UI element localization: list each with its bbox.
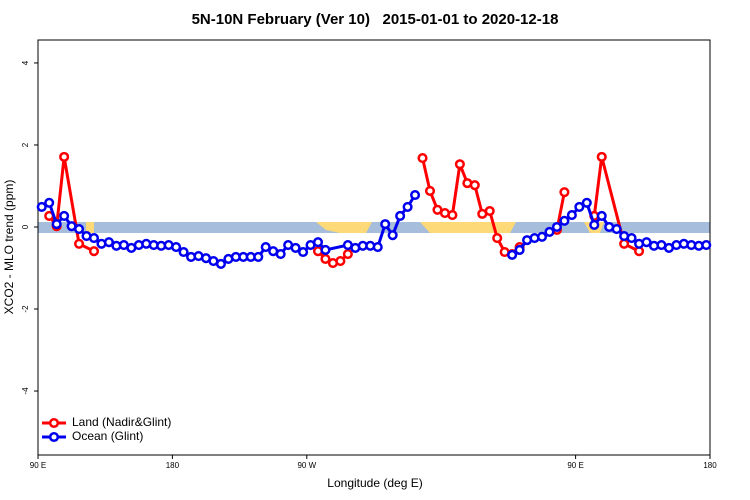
x-tick-label: 180	[703, 461, 717, 470]
data-point	[59, 210, 70, 221]
x-tick-label: 180	[166, 461, 180, 470]
data-point	[103, 237, 114, 248]
data-point	[410, 189, 421, 201]
data-point	[514, 244, 525, 256]
data-point	[454, 159, 465, 170]
x-tick-label: 90 E	[567, 461, 583, 470]
land-patch	[86, 222, 94, 233]
x-tick-label: 90 E	[30, 461, 46, 470]
data-point	[88, 233, 100, 244]
data-point	[611, 223, 622, 235]
data-point	[44, 197, 55, 208]
data-point	[342, 249, 353, 260]
data-point	[88, 246, 100, 257]
data-point	[469, 180, 480, 191]
data-point	[36, 201, 47, 212]
data-point	[298, 246, 309, 258]
data-point	[424, 185, 436, 196]
data-point	[215, 258, 226, 269]
y-tick-label: -4	[21, 387, 30, 395]
data-point	[395, 210, 406, 221]
y-tick-label: 0	[21, 224, 30, 229]
legend-label: Ocean (Glint)	[72, 429, 143, 443]
data-point	[544, 226, 555, 237]
data-point	[387, 230, 398, 241]
data-point	[596, 151, 607, 162]
data-point	[275, 249, 286, 260]
data-point	[171, 242, 182, 253]
ocean-strip	[38, 222, 710, 233]
data-point	[581, 197, 592, 208]
data-point	[74, 223, 85, 235]
data-point	[559, 215, 570, 226]
data-point	[492, 233, 503, 244]
data-point	[74, 238, 85, 249]
land-patch	[420, 222, 516, 233]
x-tick-label: 90 W	[297, 461, 316, 470]
data-point	[551, 221, 562, 233]
data-point	[417, 153, 428, 164]
data-point	[447, 210, 458, 221]
land-patch	[316, 222, 372, 233]
legend-label: Land (Nadir&Glint)	[72, 415, 171, 429]
data-point	[59, 151, 70, 162]
data-point	[626, 233, 637, 244]
data-point	[372, 242, 383, 253]
data-point	[589, 219, 600, 230]
data-point	[559, 187, 570, 198]
data-point	[641, 237, 652, 248]
data-point	[260, 242, 271, 253]
data-point	[536, 231, 548, 242]
legend-marker	[48, 417, 60, 429]
data-point	[484, 205, 495, 217]
chart-title: 5N-10N February (Ver 10) 2015-01-01 to 2…	[192, 11, 559, 28]
y-axis-label: XCO2 - MLO trend (ppm)	[2, 180, 16, 315]
data-point	[312, 237, 324, 248]
data-point	[320, 244, 331, 256]
data-point	[320, 253, 331, 265]
y-tick-label: 4	[21, 60, 30, 65]
data-point	[701, 239, 712, 251]
data-point	[619, 238, 630, 249]
y-tick-label: 2	[21, 142, 30, 147]
x-axis-label: Longitude (deg E)	[327, 476, 422, 490]
data-point	[574, 201, 585, 212]
data-point	[290, 242, 301, 253]
data-point	[380, 219, 391, 230]
data-point	[51, 219, 62, 230]
data-point	[566, 210, 577, 221]
data-point	[507, 249, 518, 260]
data-point	[402, 201, 413, 212]
legend-marker	[48, 431, 60, 443]
data-point	[253, 251, 264, 262]
data-point	[335, 255, 346, 267]
data-point	[596, 210, 607, 221]
y-tick-label: -2	[21, 305, 30, 313]
data-point	[178, 246, 189, 258]
